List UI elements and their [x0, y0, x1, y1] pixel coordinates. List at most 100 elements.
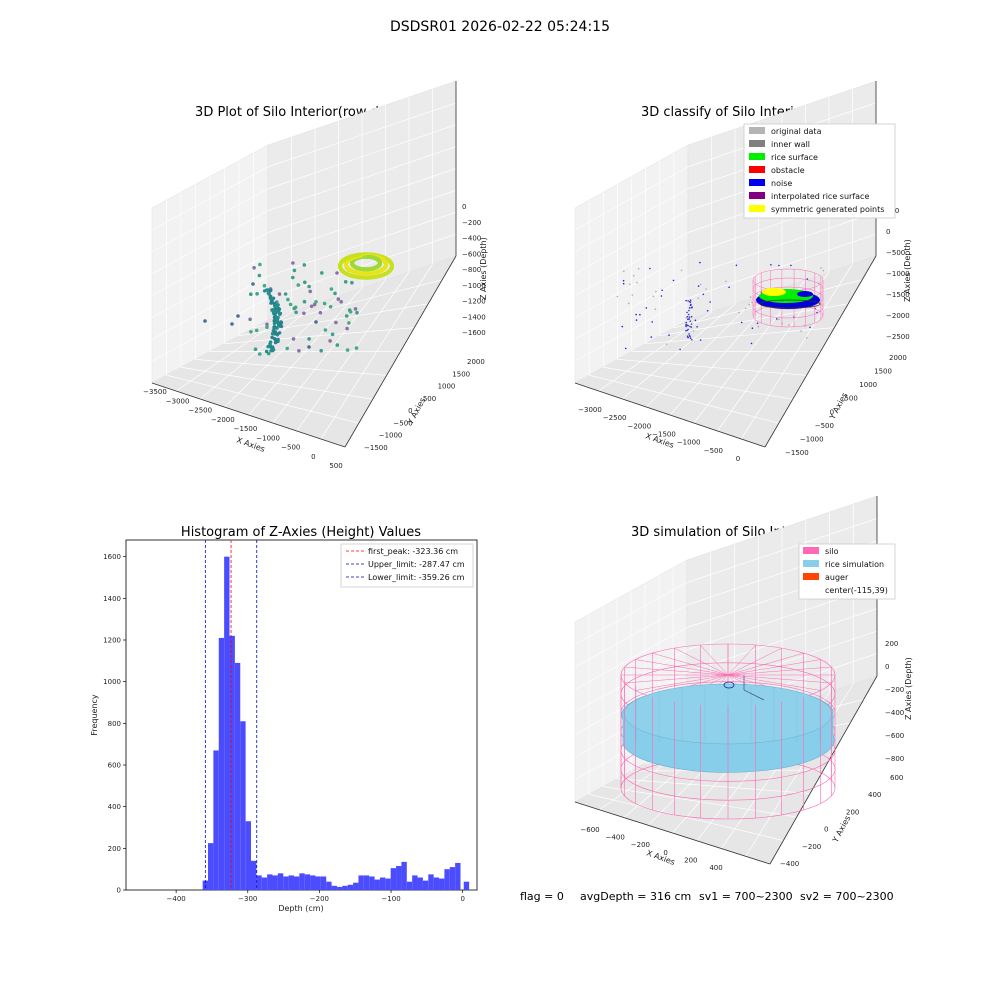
classify-y-tick-label: −1000	[800, 435, 824, 443]
classify-z-tick-label: −1500	[886, 291, 910, 299]
raw-point	[309, 304, 314, 309]
noise-point	[651, 321, 653, 323]
classify-legend-swatch	[749, 153, 765, 160]
classify-grid	[574, 232, 689, 296]
histogram-bar	[379, 877, 386, 890]
raw-point	[286, 297, 290, 302]
raw-y-tick-label: 1000	[438, 383, 456, 391]
raw-x-tick-label: −3500	[143, 388, 167, 396]
classify-y-tick-label: 1500	[874, 368, 892, 376]
noise-point	[690, 303, 692, 306]
histogram-ytick-label: 200	[108, 845, 121, 853]
raw-point	[307, 345, 311, 349]
sim-x-tick-label: 400	[709, 864, 722, 872]
histogram-xtick-label: −400	[167, 895, 186, 903]
histogram-ytick-label: 0	[117, 887, 121, 895]
noise-point	[687, 336, 689, 339]
classify-legend-label: obstacle	[771, 166, 805, 175]
raw-point	[270, 335, 274, 340]
histogram-bar	[320, 876, 327, 890]
panel-histogram: Histogram of Z-Axies (Height) Values −40…	[90, 525, 478, 913]
histogram-bar	[331, 885, 337, 890]
raw-point	[343, 280, 348, 284]
raw-point	[276, 306, 280, 310]
noise-point	[699, 283, 702, 286]
raw-point	[272, 325, 276, 329]
raw-point	[254, 328, 259, 333]
silo-wire	[635, 674, 729, 691]
histogram-bar	[208, 843, 214, 891]
raw-point	[312, 302, 317, 307]
noise-point	[738, 311, 740, 314]
noise-point	[749, 296, 752, 298]
raw-point	[274, 340, 278, 344]
noise-point	[688, 307, 691, 309]
histogram-ytick-label: 1600	[103, 553, 121, 561]
noise-point	[778, 318, 780, 321]
silo-wire	[727, 652, 804, 676]
raw-point	[230, 322, 234, 326]
classify-legend-label: noise	[771, 179, 792, 188]
raw-grid	[272, 279, 386, 424]
raw-x-tick-label: 0	[311, 453, 315, 461]
noise-point	[809, 326, 811, 329]
histogram-ytick-label: 800	[108, 720, 121, 728]
noise-point	[692, 330, 695, 332]
histogram-bar	[251, 860, 257, 890]
classify-x-tick-label: −3000	[578, 406, 602, 414]
silo-wire	[700, 644, 729, 676]
simulation-legend: silo rice simulation auger center(-115,39)	[798, 543, 896, 600]
histogram-bar	[374, 879, 380, 890]
noise-point	[735, 264, 738, 267]
raw-point	[253, 347, 258, 352]
histogram-bar	[299, 873, 305, 890]
histogram-legend-label: Lower_limit: -359.26 cm	[368, 573, 465, 582]
classify-y-tick-label: −1500	[785, 449, 809, 457]
raw-point	[275, 316, 279, 320]
noise-point	[690, 315, 693, 318]
raw-point	[268, 289, 273, 293]
raw-point	[330, 332, 335, 337]
noise-point	[687, 318, 689, 321]
noise-point	[680, 269, 683, 272]
raw-y-tick-label: 1500	[452, 370, 470, 378]
histogram-bar	[234, 662, 241, 890]
raw-point	[303, 280, 307, 285]
histogram-bar	[336, 886, 343, 891]
raw-grid	[320, 263, 433, 440]
raw-grid	[296, 271, 410, 432]
noise-point	[665, 343, 668, 346]
classify-z-tick-label: −500	[886, 249, 905, 257]
raw-point	[347, 321, 351, 325]
noise-point	[820, 267, 822, 269]
sim-z-tick-label: −800	[885, 755, 904, 763]
histogram-bar	[455, 862, 461, 890]
noise-point	[751, 301, 753, 304]
histogram-legend-label: first_peak: -323.36 cm	[368, 547, 458, 556]
classify-legend-label: symmetric generated points	[771, 205, 884, 214]
noise-point	[745, 307, 747, 310]
raw-y-tick-label: 2000	[467, 358, 485, 366]
raw-point	[334, 320, 338, 325]
raw-point	[333, 291, 337, 296]
simulation-legend-label: rice simulation	[825, 560, 884, 569]
histogram-bar	[433, 877, 440, 890]
noise-point	[725, 280, 727, 283]
raw-surface-point	[390, 263, 394, 268]
silo-wire	[727, 644, 756, 676]
raw-point	[353, 307, 358, 311]
noise-point	[691, 307, 693, 309]
raw-z-tick-label: −800	[462, 266, 481, 274]
noise-point	[705, 288, 707, 290]
histogram-bar	[288, 875, 294, 890]
noise-point	[687, 313, 690, 316]
noise-point	[623, 270, 625, 273]
simulation-legend-swatch	[803, 560, 819, 567]
classify-grid	[574, 210, 689, 274]
flag-text: flag = 0	[520, 890, 564, 903]
raw-point	[291, 261, 295, 265]
histogram-ytick-label: 1400	[103, 595, 121, 603]
raw-point	[283, 292, 288, 296]
histogram-legend: first_peak: -323.36 cm Upper_limit: -287.…	[340, 543, 474, 588]
